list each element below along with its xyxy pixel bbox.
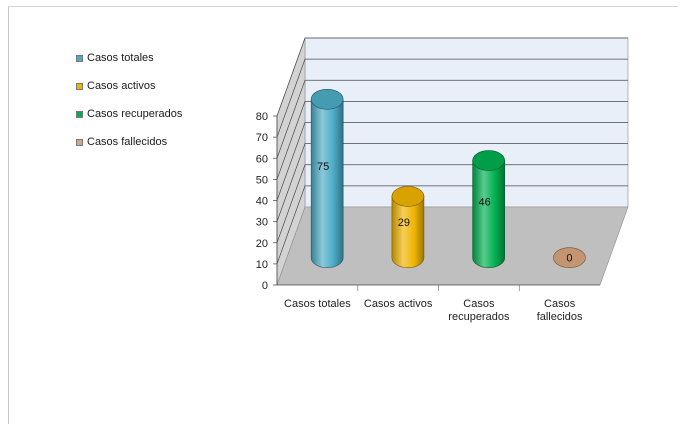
bar-casos-recuperados: 46	[472, 150, 505, 268]
x-tick-label: Casos totales	[284, 298, 351, 310]
x-tick-label: Casos recuperados	[448, 298, 510, 323]
bar-top	[310, 88, 344, 110]
legend-item-casos-activos: Casos activos	[76, 72, 182, 100]
y-tick-label: 0	[262, 280, 268, 292]
x-tick-label: Casos fallecidos	[537, 298, 583, 323]
bar-casos-activos: 29	[391, 186, 425, 268]
chart-frame	[8, 6, 678, 424]
legend-swatch-casos-fallecidos	[76, 138, 83, 146]
data-label: 46	[479, 196, 491, 208]
bar-casos-fallecidos: 0	[553, 247, 586, 269]
gridline	[276, 122, 628, 201]
bar-top	[472, 150, 505, 171]
legend-swatch-casos-totales	[76, 54, 83, 62]
y-tick-label: 50	[256, 174, 268, 186]
gridline	[276, 164, 628, 243]
x-tick-label: Casos activos	[364, 298, 433, 310]
gridline	[276, 185, 628, 264]
gridline	[276, 37, 628, 117]
data-label: 75	[317, 161, 329, 173]
legend-label-casos-totales: Casos totales	[87, 52, 154, 64]
legend-label-casos-activos: Casos activos	[87, 80, 156, 92]
gridline	[276, 79, 628, 159]
bar-body	[391, 196, 425, 268]
legend-item-casos-recuperados: Casos recuperados	[76, 100, 182, 128]
y-tick-label: 60	[256, 153, 268, 165]
y-tick-label: 80	[256, 111, 268, 123]
y-tick-label: 30	[256, 217, 268, 229]
y-tick-label: 10	[256, 259, 268, 271]
y-tick-label: 20	[256, 238, 268, 250]
legend-label-casos-recuperados: Casos recuperados	[87, 108, 183, 120]
legend-label-casos-fallecidos: Casos fallecidos	[87, 136, 168, 148]
y-tick-label: 70	[256, 132, 268, 144]
bar-body	[310, 98, 344, 268]
legend-swatch-casos-recuperados	[76, 110, 83, 118]
data-label: 29	[398, 217, 410, 229]
legend-swatch-casos-activos	[76, 82, 83, 90]
gridline	[276, 101, 628, 180]
y-tick-label: 40	[256, 196, 268, 208]
bar-top	[391, 186, 425, 207]
gridline	[276, 143, 628, 222]
legend: Casos totales Casos activos Casos recupe…	[76, 44, 182, 156]
legend-item-casos-totales: Casos totales	[76, 44, 182, 72]
legend-item-casos-fallecidos: Casos fallecidos	[76, 128, 182, 156]
gridline	[276, 58, 628, 138]
bar-body	[472, 160, 505, 268]
data-label: 0	[566, 253, 572, 265]
bar-casos-totales: 75	[310, 88, 344, 268]
bar-top	[553, 247, 586, 269]
